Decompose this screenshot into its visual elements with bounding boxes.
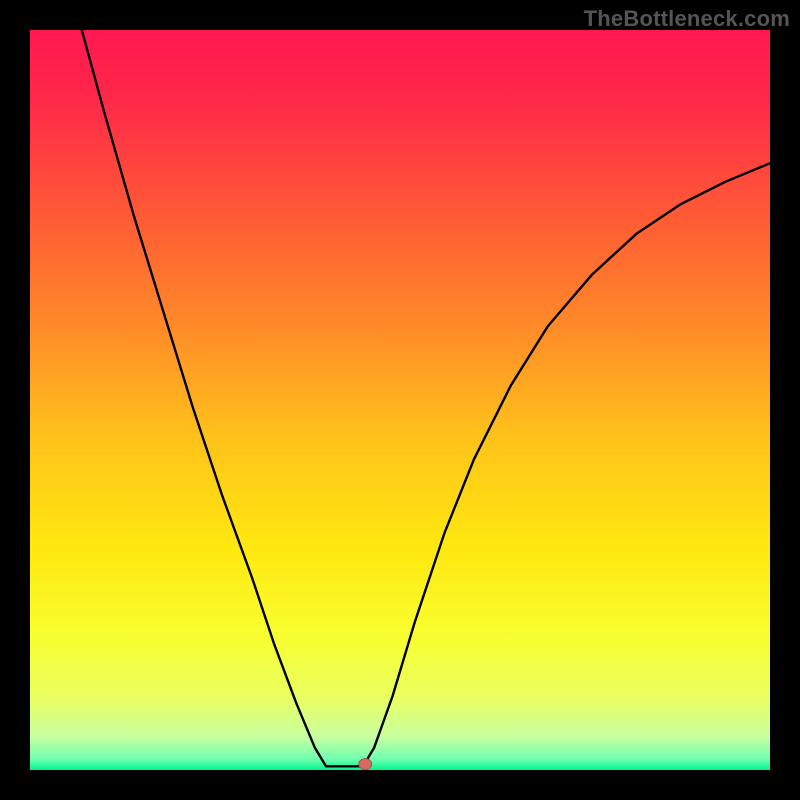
chart-frame: TheBottleneck.com (0, 0, 800, 800)
gradient-background (30, 30, 770, 770)
optimum-marker (359, 759, 372, 770)
watermark-text: TheBottleneck.com (584, 6, 790, 32)
plot-area (30, 30, 770, 770)
plot-svg (30, 30, 770, 770)
